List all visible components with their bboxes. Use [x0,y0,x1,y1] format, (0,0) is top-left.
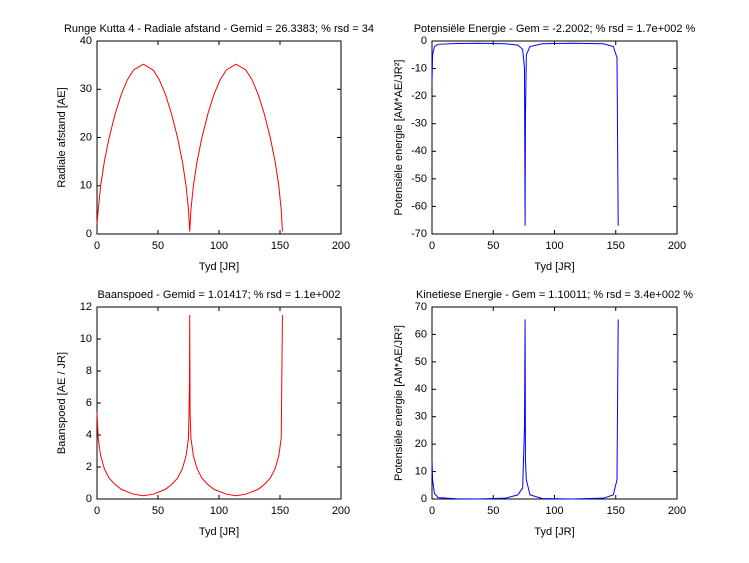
x-tick-label: 50 [487,240,499,252]
x-tick-label: 0 [429,240,435,252]
y-tick-label: -20 [411,90,427,102]
y-tick-label: -50 [411,173,427,185]
x-tick-label: 0 [94,240,100,252]
x-tick-label: 100 [210,240,228,252]
chart-title: Baanspoed - Gemid = 1.01417; % rsd = 1.1… [97,289,340,301]
x-axis-label: Tyd [JR] [534,261,574,273]
x-tick-label: 150 [607,505,625,517]
x-tick-label: 100 [545,240,563,252]
y-tick-label: 40 [80,35,92,47]
x-axis-label: Tyd [JR] [534,526,574,538]
y-tick-label: 0 [86,493,92,505]
y-axis-label: Baanspoed [AE / JR] [56,352,68,454]
axes-box [96,306,342,500]
y-tick-label: 0 [421,493,427,505]
y-tick-label: -30 [411,118,427,130]
data-line [431,319,619,500]
y-tick-label: 8 [86,365,92,377]
y-tick-label: 0 [421,35,427,47]
x-tick-label: 0 [429,505,435,517]
data-line [96,314,283,497]
x-tick-label: 100 [545,505,563,517]
x-tick-label: 50 [152,240,164,252]
y-tick-label: -60 [411,200,427,212]
data-line [96,63,283,232]
chart-title: Kinetiese Energie - Gem = 1.10011; % rsd… [416,289,693,301]
y-tick-label: -40 [411,145,427,157]
y-tick-label: 70 [415,301,427,313]
y-tick-label: 30 [415,411,427,423]
y-tick-label: 0 [86,228,92,240]
y-tick-label: 40 [415,383,427,395]
x-tick-label: 50 [487,505,499,517]
x-axis-label: Tyd [JR] [199,261,239,273]
y-tick-label: 30 [80,83,92,95]
x-tick-label: 200 [668,505,686,517]
y-tick-label: 10 [80,180,92,192]
x-tick-label: 200 [332,505,350,517]
x-tick-label: 150 [271,240,289,252]
y-tick-label: 6 [86,397,92,409]
axes-box [431,306,678,500]
y-tick-label: 2 [86,461,92,473]
y-axis-label: Potensiële energie [AM*AE/JR²] [393,60,405,216]
x-tick-label: 50 [152,505,164,517]
axes-box [96,40,342,235]
x-tick-label: 0 [94,505,100,517]
y-tick-label: 12 [80,301,92,313]
data-line [431,42,619,226]
x-tick-label: 200 [332,240,350,252]
y-tick-label: -70 [411,228,427,240]
y-tick-label: 10 [80,333,92,345]
y-axis-label: Radiale afstand [AE] [56,87,68,187]
chart-title: Runge Kutta 4 - Radiale afstand - Gemid … [64,23,374,35]
y-tick-label: 20 [415,438,427,450]
y-tick-label: 60 [415,328,427,340]
x-tick-label: 150 [607,240,625,252]
y-tick-label: -10 [411,62,427,74]
y-tick-label: 50 [415,356,427,368]
y-tick-label: 20 [80,131,92,143]
chart-title: Potensiële Energie - Gem = -2.2002; % rs… [414,23,696,35]
y-tick-label: 10 [415,465,427,477]
x-axis-label: Tyd [JR] [199,526,239,538]
x-tick-label: 100 [210,505,228,517]
x-tick-label: 150 [271,505,289,517]
axes-box [431,40,678,235]
x-tick-label: 200 [668,240,686,252]
y-tick-label: 4 [86,429,92,441]
y-axis-label: Potensiële energie [AM*AE/JR²] [393,325,405,481]
